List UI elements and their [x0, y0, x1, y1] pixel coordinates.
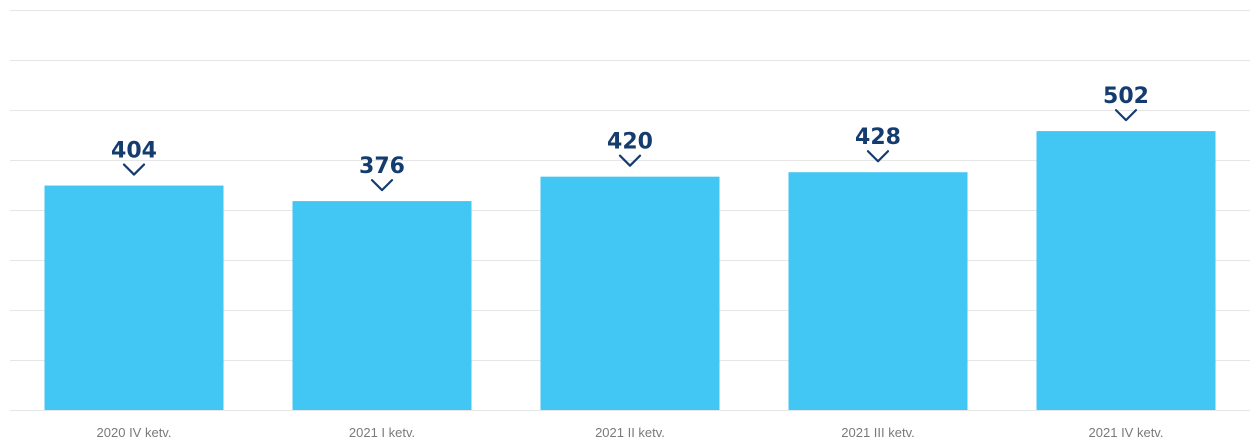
- bar: [44, 185, 224, 410]
- x-tick-label: 2021 II ketv.: [595, 425, 665, 440]
- bar-value-label: 420: [607, 130, 653, 155]
- bar-value-label: 428: [855, 125, 901, 150]
- value-pointer-icon: [1114, 109, 1138, 122]
- bar: [292, 201, 472, 410]
- bar-value-label: 404: [111, 139, 157, 164]
- bar-value-label: 502: [1103, 84, 1149, 109]
- x-tick-label: 2021 III ketv.: [841, 425, 914, 440]
- bars: [44, 131, 1216, 410]
- bar: [540, 176, 720, 410]
- x-axis-labels: 2020 IV ketv. 2021 I ketv. 2021 II ketv. 20…: [97, 425, 1164, 440]
- x-tick-label: 2021 IV ketv.: [1089, 425, 1164, 440]
- bar-value-label: 376: [359, 154, 405, 179]
- value-pointer-icon: [122, 163, 146, 176]
- value-pointer-icon: [618, 154, 642, 167]
- bar: [788, 172, 968, 410]
- bar: [1036, 131, 1216, 410]
- value-pointer-icon: [370, 179, 394, 192]
- data-labels: 404 376 420 428 502: [111, 84, 1149, 192]
- value-pointer-icon: [866, 150, 890, 163]
- x-tick-label: 2021 I ketv.: [349, 425, 415, 440]
- x-tick-label: 2020 IV ketv.: [97, 425, 172, 440]
